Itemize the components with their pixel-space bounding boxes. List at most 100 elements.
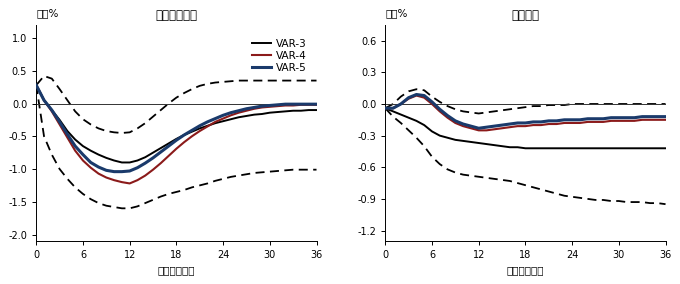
VAR-4	[133, 178, 141, 182]
VAR-3	[443, 136, 452, 139]
VAR-5	[428, 100, 436, 104]
VAR-3	[95, 153, 103, 156]
VAR-3	[282, 110, 290, 113]
VAR-4	[250, 107, 258, 110]
VAR-3	[180, 133, 188, 137]
VAR-4	[545, 122, 553, 126]
VAR-5	[110, 170, 118, 173]
VAR-5	[126, 169, 134, 173]
VAR-5	[412, 93, 420, 96]
VAR-3	[165, 142, 173, 145]
VAR-5	[653, 115, 662, 118]
VAR-3	[203, 124, 211, 128]
VAR-5	[490, 124, 498, 128]
VAR-3	[312, 108, 320, 112]
VAR-4	[552, 122, 560, 126]
VAR-5	[180, 133, 188, 137]
VAR-4	[219, 117, 227, 120]
VAR-3	[126, 161, 134, 164]
VAR-5	[622, 116, 630, 119]
VAR-5	[599, 117, 607, 120]
VAR-4	[490, 128, 498, 131]
VAR-3	[289, 109, 297, 112]
VAR-3	[110, 159, 118, 162]
VAR-5	[467, 124, 475, 128]
VAR-4	[126, 182, 134, 185]
VAR-3	[156, 146, 165, 150]
VAR-5	[312, 103, 320, 106]
VAR-4	[560, 121, 568, 125]
VAR-3	[568, 147, 576, 150]
VAR-4	[436, 110, 444, 113]
VAR-5	[568, 118, 576, 122]
VAR-5	[297, 103, 305, 106]
VAR-5	[242, 107, 250, 110]
VAR-3	[396, 113, 405, 116]
VAR-4	[583, 120, 592, 124]
VAR-5	[607, 116, 615, 119]
VAR-3	[428, 130, 436, 133]
VAR-5	[545, 119, 553, 123]
VAR-5	[381, 106, 390, 110]
VAR-5	[188, 129, 196, 132]
VAR-4	[576, 121, 584, 125]
VAR-3	[653, 147, 662, 150]
VAR-4	[522, 124, 530, 128]
VAR-5	[576, 118, 584, 122]
VAR-4	[63, 136, 71, 139]
VAR-4	[638, 118, 646, 122]
VAR-5	[56, 120, 64, 124]
VAR-4	[506, 126, 514, 129]
VAR-5	[452, 119, 460, 123]
VAR-3	[141, 156, 150, 159]
VAR-4	[203, 125, 211, 128]
VAR-5	[165, 144, 173, 148]
VAR-4	[40, 99, 48, 102]
VAR-3	[529, 147, 537, 150]
VAR-4	[165, 154, 173, 158]
VAR-3	[242, 114, 250, 118]
VAR-5	[443, 114, 452, 117]
VAR-4	[258, 106, 266, 109]
VAR-5	[141, 161, 150, 165]
VAR-3	[219, 120, 227, 123]
VAR-4	[412, 94, 420, 97]
Line: VAR-5: VAR-5	[36, 85, 316, 172]
VAR-3	[420, 123, 428, 127]
VAR-3	[102, 156, 110, 160]
VAR-3	[513, 145, 522, 149]
Line: VAR-4: VAR-4	[386, 95, 666, 130]
VAR-4	[482, 129, 490, 132]
VAR-5	[498, 123, 506, 127]
VAR-3	[592, 147, 600, 150]
VAR-4	[305, 103, 313, 106]
VAR-5	[638, 115, 646, 118]
VAR-3	[172, 137, 180, 141]
VAR-4	[459, 124, 467, 128]
VAR-5	[615, 116, 623, 119]
VAR-3	[381, 106, 390, 110]
VAR-5	[420, 94, 428, 97]
VAR-3	[266, 111, 274, 114]
VAR-5	[250, 106, 258, 109]
VAR-3	[622, 147, 630, 150]
VAR-5	[32, 83, 40, 87]
VAR-5	[133, 166, 141, 170]
VAR-3	[227, 118, 235, 121]
VAR-4	[498, 127, 506, 130]
VAR-5	[529, 120, 537, 124]
VAR-5	[282, 103, 290, 106]
VAR-5	[405, 96, 413, 99]
VAR-3	[490, 143, 498, 147]
VAR-3	[638, 147, 646, 150]
VAR-3	[149, 151, 157, 154]
VAR-4	[118, 180, 126, 184]
VAR-4	[149, 168, 157, 171]
Line: VAR-3: VAR-3	[386, 108, 666, 148]
VAR-4	[48, 110, 56, 113]
VAR-4	[196, 129, 204, 133]
VAR-4	[607, 119, 615, 123]
VAR-4	[396, 102, 405, 106]
VAR-4	[428, 102, 436, 106]
VAR-3	[498, 145, 506, 148]
